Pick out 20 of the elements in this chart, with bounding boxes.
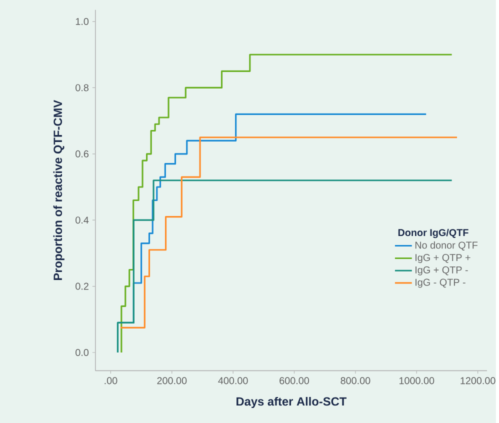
x-tick-label: .00 [104, 376, 118, 384]
x-tick-label: 600.00 [280, 376, 310, 384]
legend-label: IgG + QTP + [416, 254, 470, 263]
y-tick-label: 0.8 [76, 84, 89, 92]
y-tick-label: 0.6 [76, 150, 89, 158]
x-tick-label: 400.00 [218, 376, 248, 384]
x-axis-title: Days after Allo-SCT [236, 396, 347, 408]
x-tick-label: 1000.00 [399, 376, 434, 384]
x-tick-label: 1200.00 [460, 376, 496, 384]
x-tick-label: 800.00 [340, 376, 370, 384]
y-tick-label: 1.0 [76, 18, 89, 25]
legend-label: IgG - QTP - [416, 278, 466, 288]
y-tick-label: 0.2 [76, 282, 88, 290]
legend-title: Donor IgG/QTF [398, 228, 468, 238]
y-axis-title: Proportion of reactive QTF-CMV [53, 100, 64, 280]
x-tick-label: 200.00 [157, 376, 187, 384]
y-tick-label: 0.4 [76, 216, 89, 224]
legend-label: No donor QTF [415, 241, 478, 250]
y-tick-label: 0.0 [76, 348, 89, 356]
legend-label: IgG + QTP - [416, 266, 468, 276]
